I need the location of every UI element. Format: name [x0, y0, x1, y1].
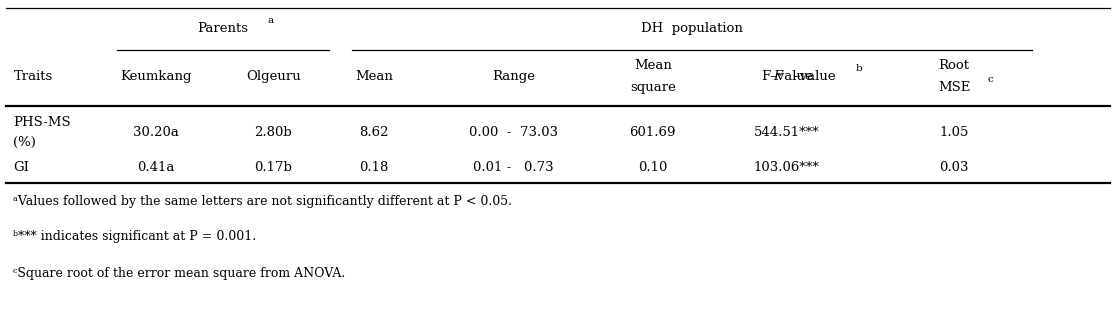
- Text: 0.41a: 0.41a: [137, 161, 175, 174]
- Text: ᵃValues followed by the same letters are not significantly different at P < 0.05: ᵃValues followed by the same letters are…: [13, 195, 512, 208]
- Text: 30.20a: 30.20a: [133, 126, 180, 139]
- Text: F–value: F–value: [761, 70, 812, 83]
- Text: Traits: Traits: [13, 70, 52, 83]
- Text: ᵇ*** indicates significant at P = 0.001.: ᵇ*** indicates significant at P = 0.001.: [13, 230, 257, 243]
- Text: (%): (%): [13, 136, 36, 149]
- Text: 0.03: 0.03: [940, 161, 969, 174]
- Text: DH  population: DH population: [641, 22, 743, 35]
- Text: c: c: [987, 75, 993, 84]
- Text: Olgeuru: Olgeuru: [246, 70, 301, 83]
- Text: MSE: MSE: [937, 81, 971, 94]
- Text: 0.01 -   0.73: 0.01 - 0.73: [473, 161, 554, 174]
- Text: b: b: [856, 64, 863, 73]
- Text: PHS-MS: PHS-MS: [13, 115, 71, 129]
- Text: a: a: [267, 16, 273, 25]
- Text: 1.05: 1.05: [940, 126, 969, 139]
- Text: 2.80b: 2.80b: [254, 126, 292, 139]
- Text: Parents: Parents: [198, 22, 249, 35]
- Text: 0.17b: 0.17b: [254, 161, 292, 174]
- Text: Range: Range: [492, 70, 535, 83]
- Text: 0.00  -  73.03: 0.00 - 73.03: [469, 126, 558, 139]
- Text: –value: –value: [793, 70, 836, 83]
- Text: 103.06***: 103.06***: [753, 161, 820, 174]
- Text: Mean: Mean: [634, 59, 672, 72]
- Text: Mean: Mean: [355, 70, 393, 83]
- Text: 544.51***: 544.51***: [754, 126, 819, 139]
- Text: F: F: [773, 70, 782, 83]
- Text: 8.62: 8.62: [359, 126, 388, 139]
- Text: GI: GI: [13, 161, 29, 174]
- Text: 601.69: 601.69: [629, 126, 676, 139]
- Text: Root: Root: [939, 59, 970, 72]
- Text: 0.18: 0.18: [359, 161, 388, 174]
- Text: 0.10: 0.10: [638, 161, 667, 174]
- Text: ᶜSquare root of the error mean square from ANOVA.: ᶜSquare root of the error mean square fr…: [13, 267, 346, 280]
- Text: Keumkang: Keumkang: [121, 70, 192, 83]
- Text: square: square: [629, 81, 676, 94]
